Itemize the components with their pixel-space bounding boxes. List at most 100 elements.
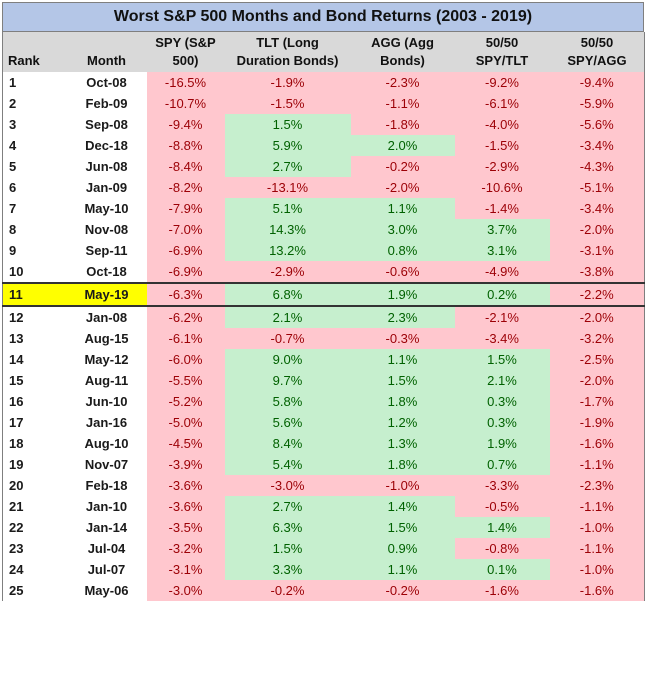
rank-cell: 12 bbox=[2, 306, 67, 328]
spy-cell: -6.0% bbox=[146, 349, 225, 370]
table-row: 9 Sep-11 -6.9% 13.2% 0.8% 3.1% -3.1% bbox=[2, 240, 645, 261]
agg-cell: -1.8% bbox=[350, 114, 455, 135]
spy-cell: -3.0% bbox=[146, 580, 225, 601]
spy-tlt-cell: 0.7% bbox=[454, 454, 550, 475]
spy-tlt-cell: -0.8% bbox=[454, 538, 550, 559]
spy-tlt-cell: 0.3% bbox=[454, 391, 550, 412]
month-cell: May-06 bbox=[66, 580, 147, 601]
rank-cell: 7 bbox=[2, 198, 67, 219]
header-spy-tlt-line1: 50/50 bbox=[485, 35, 519, 50]
spy-tlt-cell: 0.1% bbox=[454, 559, 550, 580]
table-row: 19 Nov-07 -3.9% 5.4% 1.8% 0.7% -1.1% bbox=[2, 454, 645, 475]
tlt-cell: 1.5% bbox=[224, 538, 351, 559]
table-row: 4 Dec-18 -8.8% 5.9% 2.0% -1.5% -3.4% bbox=[2, 135, 645, 156]
month-cell: May-10 bbox=[66, 198, 147, 219]
agg-cell: 1.1% bbox=[350, 349, 455, 370]
agg-cell: 1.8% bbox=[350, 454, 455, 475]
tlt-cell: 2.7% bbox=[224, 156, 351, 177]
spy-agg-cell: -3.1% bbox=[549, 240, 645, 261]
agg-cell: 2.3% bbox=[350, 306, 455, 328]
spy-tlt-cell: -6.1% bbox=[454, 93, 550, 114]
table-title: Worst S&P 500 Months and Bond Returns (2… bbox=[2, 2, 644, 32]
agg-cell: 1.5% bbox=[350, 517, 455, 538]
header-spy-agg-line1: 50/50 bbox=[580, 35, 614, 50]
spy-tlt-cell: -2.9% bbox=[454, 156, 550, 177]
spy-cell: -3.1% bbox=[146, 559, 225, 580]
month-cell: Jun-10 bbox=[66, 391, 147, 412]
spy-cell: -8.8% bbox=[146, 135, 225, 156]
month-cell: Jul-04 bbox=[66, 538, 147, 559]
table-row: 16 Jun-10 -5.2% 5.8% 1.8% 0.3% -1.7% bbox=[2, 391, 645, 412]
table-row: 25 May-06 -3.0% -0.2% -0.2% -1.6% -1.6% bbox=[2, 580, 645, 601]
spy-agg-cell: -1.0% bbox=[549, 517, 645, 538]
table-row: 14 May-12 -6.0% 9.0% 1.1% 1.5% -2.5% bbox=[2, 349, 645, 370]
table-row: 18 Aug-10 -4.5% 8.4% 1.3% 1.9% -1.6% bbox=[2, 433, 645, 454]
spy-cell: -6.1% bbox=[146, 328, 225, 349]
rank-cell: 2 bbox=[2, 93, 67, 114]
spy-agg-cell: -3.2% bbox=[549, 328, 645, 349]
tlt-cell: -1.9% bbox=[224, 72, 351, 93]
month-cell: Jan-10 bbox=[66, 496, 147, 517]
spy-tlt-cell: 0.2% bbox=[454, 282, 550, 307]
agg-cell: 0.8% bbox=[350, 240, 455, 261]
table-row: 3 Sep-08 -9.4% 1.5% -1.8% -4.0% -5.6% bbox=[2, 114, 645, 135]
spy-agg-cell: -3.4% bbox=[549, 198, 645, 219]
table-row: 21 Jan-10 -3.6% 2.7% 1.4% -0.5% -1.1% bbox=[2, 496, 645, 517]
rank-cell: 18 bbox=[2, 433, 67, 454]
month-cell: May-12 bbox=[66, 349, 147, 370]
tlt-cell: 5.6% bbox=[224, 412, 351, 433]
spy-cell: -6.9% bbox=[146, 261, 225, 283]
spy-agg-cell: -2.2% bbox=[549, 282, 645, 307]
tlt-cell: -13.1% bbox=[224, 177, 351, 198]
spy-cell: -8.4% bbox=[146, 156, 225, 177]
header-rank: Rank bbox=[2, 32, 67, 72]
month-cell: Sep-08 bbox=[66, 114, 147, 135]
spy-agg-cell: -3.8% bbox=[549, 261, 645, 283]
rank-cell: 15 bbox=[2, 370, 67, 391]
agg-cell: 1.9% bbox=[350, 282, 455, 307]
table-row: 22 Jan-14 -3.5% 6.3% 1.5% 1.4% -1.0% bbox=[2, 517, 645, 538]
tlt-cell: 2.1% bbox=[224, 306, 351, 328]
agg-cell: 1.5% bbox=[350, 370, 455, 391]
rank-cell: 6 bbox=[2, 177, 67, 198]
spy-cell: -7.0% bbox=[146, 219, 225, 240]
header-agg-line2: Bonds) bbox=[380, 53, 425, 68]
rank-cell: 19 bbox=[2, 454, 67, 475]
header-tlt-line2: Duration Bonds) bbox=[236, 53, 339, 68]
spy-tlt-cell: -3.3% bbox=[454, 475, 550, 496]
spy-agg-cell: -5.6% bbox=[549, 114, 645, 135]
tlt-cell: 5.1% bbox=[224, 198, 351, 219]
spy-tlt-cell: 2.1% bbox=[454, 370, 550, 391]
table-row: 2 Feb-09 -10.7% -1.5% -1.1% -6.1% -5.9% bbox=[2, 93, 645, 114]
header-month-line1 bbox=[71, 34, 142, 52]
spy-cell: -5.5% bbox=[146, 370, 225, 391]
table-row: 13 Aug-15 -6.1% -0.7% -0.3% -3.4% -3.2% bbox=[2, 328, 645, 349]
table-row: 1 Oct-08 -16.5% -1.9% -2.3% -9.2% -9.4% bbox=[2, 72, 645, 93]
spy-cell: -5.2% bbox=[146, 391, 225, 412]
spy-cell: -5.0% bbox=[146, 412, 225, 433]
spy-tlt-cell: 1.4% bbox=[454, 517, 550, 538]
table-row: 23 Jul-04 -3.2% 1.5% 0.9% -0.8% -1.1% bbox=[2, 538, 645, 559]
spy-tlt-cell: -2.1% bbox=[454, 306, 550, 328]
rank-cell: 1 bbox=[2, 72, 67, 93]
spy-tlt-cell: -9.2% bbox=[454, 72, 550, 93]
spy-cell: -3.9% bbox=[146, 454, 225, 475]
table-body: 1 Oct-08 -16.5% -1.9% -2.3% -9.2% -9.4% 2 Feb-09… bbox=[2, 72, 645, 601]
table-row: 6 Jan-09 -8.2% -13.1% -2.0% -10.6% -5.1% bbox=[2, 177, 645, 198]
spy-cell: -4.5% bbox=[146, 433, 225, 454]
spy-agg-cell: -1.9% bbox=[549, 412, 645, 433]
spy-tlt-cell: -4.0% bbox=[454, 114, 550, 135]
agg-cell: -2.3% bbox=[350, 72, 455, 93]
tlt-cell: 1.5% bbox=[224, 114, 351, 135]
header-spy-tlt-line2: SPY/TLT bbox=[475, 53, 529, 68]
spy-agg-cell: -1.1% bbox=[549, 538, 645, 559]
spy-cell: -6.2% bbox=[146, 306, 225, 328]
spy-cell: -7.9% bbox=[146, 198, 225, 219]
spy-cell: -16.5% bbox=[146, 72, 225, 93]
rank-cell: 22 bbox=[2, 517, 67, 538]
month-cell: Jan-16 bbox=[66, 412, 147, 433]
header-tlt-line1: TLT (Long bbox=[256, 35, 319, 50]
spy-agg-cell: -2.3% bbox=[549, 475, 645, 496]
tlt-cell: 5.8% bbox=[224, 391, 351, 412]
month-cell: May-19 bbox=[66, 282, 147, 307]
